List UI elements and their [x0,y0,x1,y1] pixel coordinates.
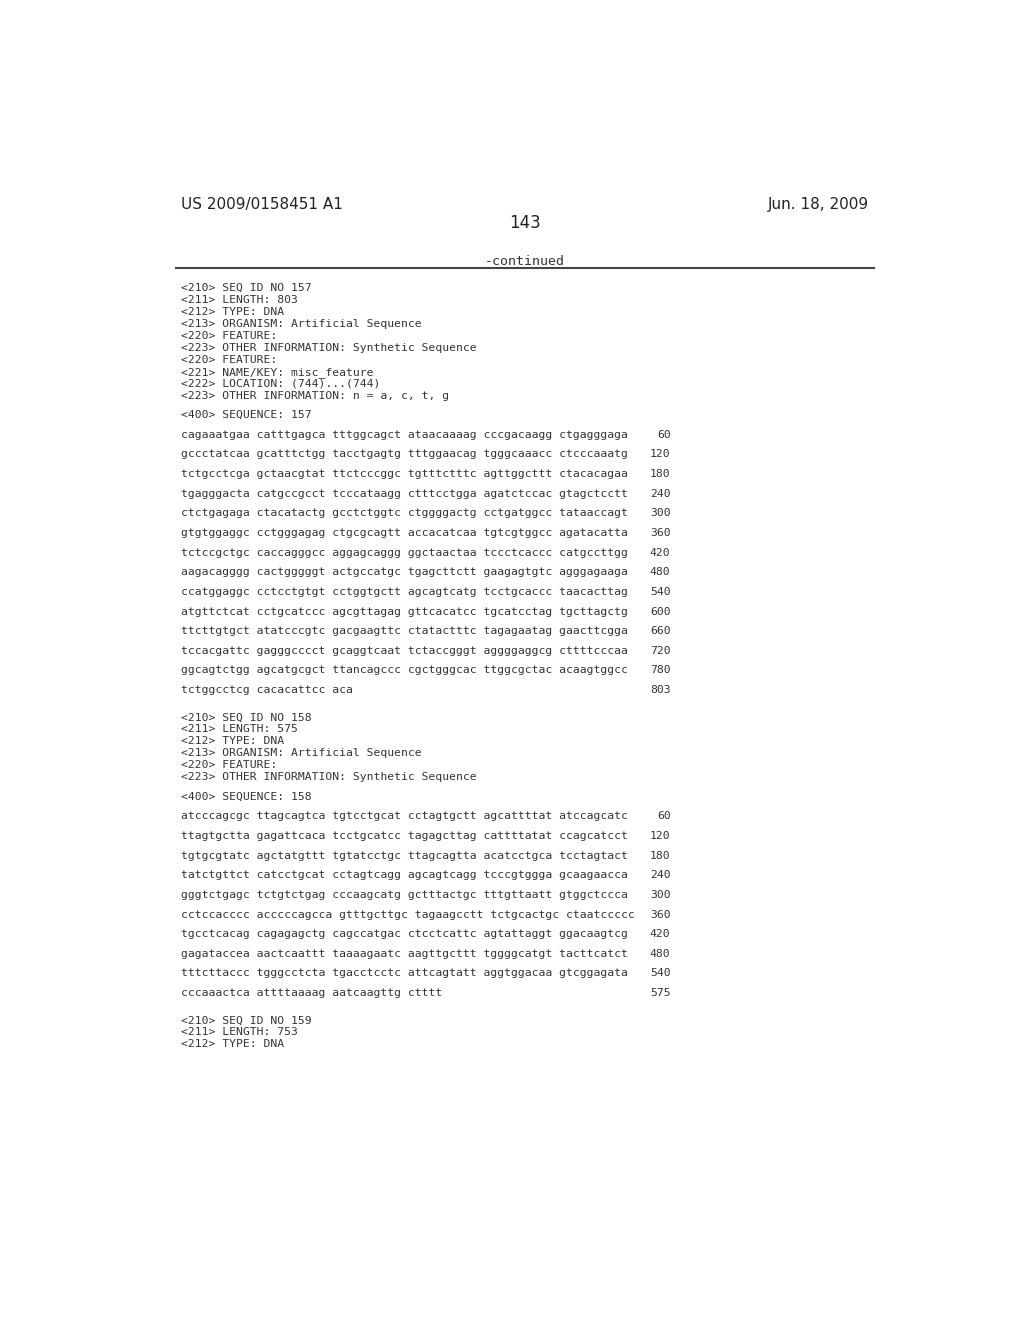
Text: 240: 240 [650,488,671,499]
Text: 300: 300 [650,508,671,519]
Text: 660: 660 [650,626,671,636]
Text: <222> LOCATION: (744)...(744): <222> LOCATION: (744)...(744) [180,379,380,388]
Text: <211> LENGTH: 575: <211> LENGTH: 575 [180,725,298,734]
Text: 120: 120 [650,449,671,459]
Text: US 2009/0158451 A1: US 2009/0158451 A1 [180,197,343,213]
Text: 180: 180 [650,850,671,861]
Text: tctggcctcg cacacattcc aca: tctggcctcg cacacattcc aca [180,685,352,696]
Text: 240: 240 [650,870,671,880]
Text: <213> ORGANISM: Artificial Sequence: <213> ORGANISM: Artificial Sequence [180,319,421,329]
Text: 420: 420 [650,548,671,557]
Text: <220> FEATURE:: <220> FEATURE: [180,331,276,341]
Text: 120: 120 [650,832,671,841]
Text: <212> TYPE: DNA: <212> TYPE: DNA [180,308,284,317]
Text: ccatggaggc cctcctgtgt cctggtgctt agcagtcatg tcctgcaccc taacacttag: ccatggaggc cctcctgtgt cctggtgctt agcagtc… [180,587,628,597]
Text: gtgtggaggc cctgggagag ctgcgcagtt accacatcaa tgtcgtggcc agatacatta: gtgtggaggc cctgggagag ctgcgcagtt accacat… [180,528,628,539]
Text: <210> SEQ ID NO 157: <210> SEQ ID NO 157 [180,284,311,293]
Text: tgcctcacag cagagagctg cagccatgac ctcctcattc agtattaggt ggacaagtcg: tgcctcacag cagagagctg cagccatgac ctcctca… [180,929,628,939]
Text: 180: 180 [650,469,671,479]
Text: 480: 480 [650,568,671,577]
Text: 600: 600 [650,607,671,616]
Text: <212> TYPE: DNA: <212> TYPE: DNA [180,737,284,746]
Text: cccaaactca attttaaaag aatcaagttg ctttt: cccaaactca attttaaaag aatcaagttg ctttt [180,989,442,998]
Text: tttcttaccc tgggcctcta tgacctcctc attcagtatt aggtggacaa gtcggagata: tttcttaccc tgggcctcta tgacctcctc attcagt… [180,969,628,978]
Text: tccacgattc gagggcccct gcaggtcaat tctaccgggt aggggaggcg cttttcccaa: tccacgattc gagggcccct gcaggtcaat tctaccg… [180,645,628,656]
Text: 575: 575 [650,989,671,998]
Text: <212> TYPE: DNA: <212> TYPE: DNA [180,1039,284,1049]
Text: gagataccea aactcaattt taaaagaatc aagttgcttt tggggcatgt tacttcatct: gagataccea aactcaattt taaaagaatc aagttgc… [180,949,628,958]
Text: 540: 540 [650,969,671,978]
Text: 420: 420 [650,929,671,939]
Text: aagacagggg cactgggggt actgccatgc tgagcttctt gaagagtgtc agggagaaga: aagacagggg cactgggggt actgccatgc tgagctt… [180,568,628,577]
Text: 803: 803 [650,685,671,696]
Text: <220> FEATURE:: <220> FEATURE: [180,355,276,364]
Text: <400> SEQUENCE: 158: <400> SEQUENCE: 158 [180,792,311,801]
Text: 480: 480 [650,949,671,958]
Text: <223> OTHER INFORMATION: n = a, c, t, g: <223> OTHER INFORMATION: n = a, c, t, g [180,391,449,400]
Text: cagaaatgaa catttgagca tttggcagct ataacaaaag cccgacaagg ctgagggaga: cagaaatgaa catttgagca tttggcagct ataacaa… [180,430,628,440]
Text: Jun. 18, 2009: Jun. 18, 2009 [768,197,869,213]
Text: 720: 720 [650,645,671,656]
Text: atcccagcgc ttagcagtca tgtcctgcat cctagtgctt agcattttat atccagcatc: atcccagcgc ttagcagtca tgtcctgcat cctagtg… [180,812,628,821]
Text: ttcttgtgct atatcccgtc gacgaagttc ctatactttc tagagaatag gaacttcgga: ttcttgtgct atatcccgtc gacgaagttc ctatact… [180,626,628,636]
Text: <223> OTHER INFORMATION: Synthetic Sequence: <223> OTHER INFORMATION: Synthetic Seque… [180,772,476,781]
Text: <210> SEQ ID NO 159: <210> SEQ ID NO 159 [180,1015,311,1026]
Text: gccctatcaa gcatttctgg tacctgagtg tttggaacag tgggcaaacc ctcccaaatg: gccctatcaa gcatttctgg tacctgagtg tttggaa… [180,449,628,459]
Text: ctctgagaga ctacatactg gcctctggtc ctggggactg cctgatggcc tataaccagt: ctctgagaga ctacatactg gcctctggtc ctgggga… [180,508,628,519]
Text: <220> FEATURE:: <220> FEATURE: [180,760,276,770]
Text: ttagtgctta gagattcaca tcctgcatcc tagagcttag cattttatat ccagcatcct: ttagtgctta gagattcaca tcctgcatcc tagagct… [180,832,628,841]
Text: 143: 143 [509,214,541,232]
Text: <211> LENGTH: 753: <211> LENGTH: 753 [180,1027,298,1038]
Text: tgtgcgtatc agctatgttt tgtatcctgc ttagcagtta acatcctgca tcctagtact: tgtgcgtatc agctatgttt tgtatcctgc ttagcag… [180,850,628,861]
Text: 780: 780 [650,665,671,676]
Text: <221> NAME/KEY: misc_feature: <221> NAME/KEY: misc_feature [180,367,373,378]
Text: tgagggacta catgccgcct tcccataagg ctttcctgga agatctccac gtagctcctt: tgagggacta catgccgcct tcccataagg ctttcct… [180,488,628,499]
Text: 60: 60 [656,812,671,821]
Text: <400> SEQUENCE: 157: <400> SEQUENCE: 157 [180,411,311,420]
Text: <213> ORGANISM: Artificial Sequence: <213> ORGANISM: Artificial Sequence [180,748,421,758]
Text: tatctgttct catcctgcat cctagtcagg agcagtcagg tcccgtggga gcaagaacca: tatctgttct catcctgcat cctagtcagg agcagtc… [180,870,628,880]
Text: 60: 60 [656,430,671,440]
Text: tctccgctgc caccagggcc aggagcaggg ggctaactaa tccctcaccc catgccttgg: tctccgctgc caccagggcc aggagcaggg ggctaac… [180,548,628,557]
Text: -continued: -continued [484,255,565,268]
Text: 360: 360 [650,528,671,539]
Text: atgttctcat cctgcatccc agcgttagag gttcacatcc tgcatcctag tgcttagctg: atgttctcat cctgcatccc agcgttagag gttcaca… [180,607,628,616]
Text: 360: 360 [650,909,671,920]
Text: tctgcctcga gctaacgtat ttctcccggc tgtttctttc agttggcttt ctacacagaa: tctgcctcga gctaacgtat ttctcccggc tgtttct… [180,469,628,479]
Text: 540: 540 [650,587,671,597]
Text: ggcagtctgg agcatgcgct ttancagccc cgctgggcac ttggcgctac acaagtggcc: ggcagtctgg agcatgcgct ttancagccc cgctggg… [180,665,628,676]
Text: <211> LENGTH: 803: <211> LENGTH: 803 [180,296,298,305]
Text: 300: 300 [650,890,671,900]
Text: <210> SEQ ID NO 158: <210> SEQ ID NO 158 [180,713,311,722]
Text: cctccacccc acccccagcca gtttgcttgc tagaagcctt tctgcactgc ctaatccccc: cctccacccc acccccagcca gtttgcttgc tagaag… [180,909,635,920]
Text: <223> OTHER INFORMATION: Synthetic Sequence: <223> OTHER INFORMATION: Synthetic Seque… [180,343,476,352]
Text: gggtctgagc tctgtctgag cccaagcatg gctttactgc tttgttaatt gtggctccca: gggtctgagc tctgtctgag cccaagcatg gctttac… [180,890,628,900]
